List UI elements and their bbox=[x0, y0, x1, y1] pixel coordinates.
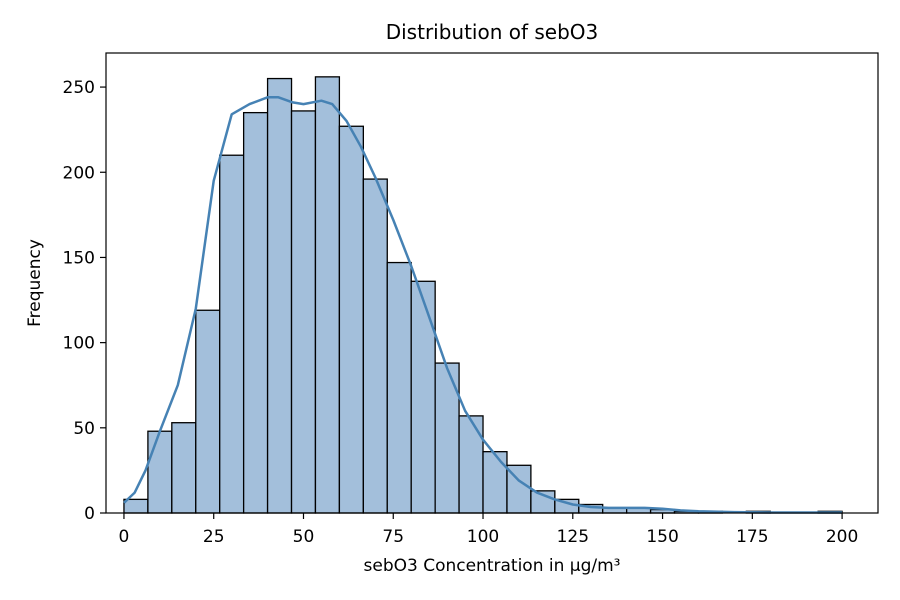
chart-title: Distribution of sebO3 bbox=[386, 20, 599, 44]
histogram-bar bbox=[314, 76, 341, 514]
x-tick-label: 175 bbox=[736, 527, 768, 547]
x-tick-label: 75 bbox=[382, 527, 404, 547]
histogram-bar bbox=[266, 77, 293, 514]
histogram-bar bbox=[290, 110, 317, 514]
histogram-bar bbox=[195, 309, 221, 514]
y-tick-label: 250 bbox=[63, 78, 95, 98]
y-tick-label: 150 bbox=[63, 248, 95, 268]
histogram-bar bbox=[147, 430, 173, 514]
y-tick-label: 0 bbox=[84, 504, 95, 524]
y-axis: 0 50 100 150 200 250 bbox=[63, 78, 106, 524]
x-tick-label: 200 bbox=[826, 527, 858, 547]
histogram-bar bbox=[123, 498, 149, 514]
y-tick-label: 200 bbox=[63, 163, 95, 183]
histogram-bar bbox=[386, 261, 412, 514]
histogram-bar bbox=[219, 154, 245, 514]
x-tick-label: 50 bbox=[293, 527, 315, 547]
x-axis-title: sebO3 Concentration in μg/m³ bbox=[364, 556, 621, 576]
histogram-bar bbox=[410, 280, 436, 514]
histogram-bar bbox=[338, 125, 364, 514]
x-tick-label: 100 bbox=[467, 527, 499, 547]
y-tick-label: 50 bbox=[73, 419, 95, 439]
y-axis-title: Frequency bbox=[25, 239, 45, 327]
plot-frame bbox=[105, 52, 879, 514]
x-tick-label: 25 bbox=[203, 527, 225, 547]
histogram-bar bbox=[242, 111, 269, 514]
x-tick-label: 0 bbox=[119, 527, 130, 547]
x-axis: 0 25 50 75 100 125 150 175 200 bbox=[119, 513, 858, 547]
histogram-bar bbox=[362, 178, 388, 514]
bars-group bbox=[123, 76, 843, 514]
histogram-bar bbox=[482, 451, 508, 514]
histogram-bar bbox=[171, 422, 197, 514]
histogram-bar bbox=[458, 415, 484, 514]
y-tick-label: 100 bbox=[63, 334, 95, 354]
x-tick-label: 150 bbox=[646, 527, 678, 547]
kde-curve bbox=[123, 96, 843, 514]
x-tick-label: 125 bbox=[557, 527, 589, 547]
